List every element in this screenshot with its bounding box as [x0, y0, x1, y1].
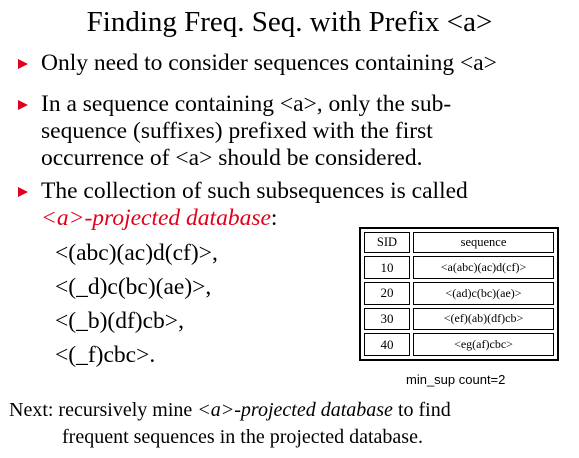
projected-database-term: <a>-projected database [41, 205, 271, 231]
next-step-line-1: Next: recursively mine <a>-projected dat… [9, 397, 451, 424]
sequence-cell: <a(abc)(ac)d(cf)> [413, 256, 554, 280]
sequence-cell: <(ad)c(bc)(ae)> [413, 282, 554, 305]
sequence-database-table: SID sequence 10 <a(abc)(ac)d(cf)> 20 <(a… [359, 227, 559, 361]
table-row: 20 <(ad)c(bc)(ae)> [364, 282, 554, 305]
table-header-row: SID sequence [364, 232, 554, 254]
sid-cell: 30 [364, 307, 410, 331]
sid-column-header: SID [364, 232, 410, 254]
table-row: 40 <eg(af)cbc> [364, 333, 554, 356]
projected-sequence: <(_b)(df)cb>, [55, 308, 184, 334]
projected-sequence: <(_d)c(bc)(ae)>, [55, 274, 212, 300]
sid-cell: 40 [364, 333, 410, 356]
bullet-arrow-icon [18, 100, 28, 110]
sid-cell: 20 [364, 282, 410, 305]
sequence-cell: <(ef)(ab)(df)cb> [413, 307, 554, 331]
bullet-3-line-1: The collection of such subsequences is c… [41, 178, 468, 204]
bullet-1-text: Only need to consider sequences containi… [41, 50, 497, 76]
bullet-3-suffix: : [270, 205, 278, 231]
sequence-column-header: sequence [413, 232, 554, 254]
bullet-3-line-2: <a>-projected database: [41, 205, 277, 232]
sid-cell: 10 [364, 256, 410, 280]
projected-sequence: <(_f)cbc>. [55, 342, 156, 368]
bullet-arrow-icon [18, 187, 28, 197]
bullet-arrow-icon [18, 59, 28, 69]
next-suffix: to find [392, 399, 451, 421]
sequence-cell: <eg(af)cbc> [413, 333, 554, 356]
min-sup-label: min_sup count=2 [406, 372, 506, 387]
bullet-2-line-2: sequence (suffixes) prefixed with the fi… [41, 118, 433, 144]
table-row: 30 <(ef)(ab)(df)cb> [364, 307, 554, 331]
bullet-2-line-3: occurrence of <a> should be considered. [41, 145, 423, 171]
slide-title: Finding Freq. Seq. with Prefix <a> [86, 6, 493, 38]
bullet-2-line-1: In a sequence containing <a>, only the s… [41, 91, 452, 117]
next-prefix: Next: recursively mine [9, 399, 198, 421]
projected-sequence: <(abc)(ac)d(cf)>, [55, 240, 218, 266]
next-step-line-2: frequent sequences in the projected data… [62, 426, 423, 448]
table-row: 10 <a(abc)(ac)d(cf)> [364, 256, 554, 280]
next-projected-database-term: <a>-projected database [197, 399, 393, 421]
